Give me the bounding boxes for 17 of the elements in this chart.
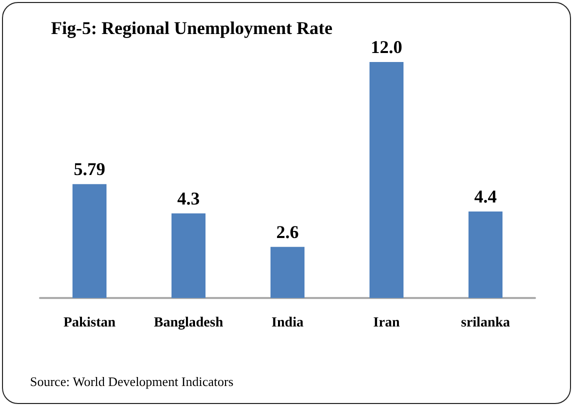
- x-tick-label: Pakistan: [63, 316, 116, 330]
- bar: [370, 62, 404, 298]
- x-tick-label: Iran: [373, 316, 400, 330]
- x-tick-label: srilanka: [460, 316, 510, 330]
- bar: [172, 213, 206, 298]
- bar: [468, 211, 502, 298]
- x-tick-label: Bangladesh: [154, 316, 224, 330]
- x-tick-label: India: [272, 316, 304, 330]
- source-note: Source: World Development Indicators: [30, 374, 234, 389]
- data-label: 2.6: [276, 222, 299, 242]
- bar: [72, 184, 106, 298]
- data-label: 12.0: [370, 37, 402, 57]
- data-label: 4.4: [474, 186, 497, 206]
- data-label: 5.79: [74, 159, 106, 180]
- chart-title: Fig-5: Regional Unemployment Rate: [51, 18, 332, 38]
- bar: [270, 246, 304, 298]
- data-label: 4.3: [177, 188, 200, 208]
